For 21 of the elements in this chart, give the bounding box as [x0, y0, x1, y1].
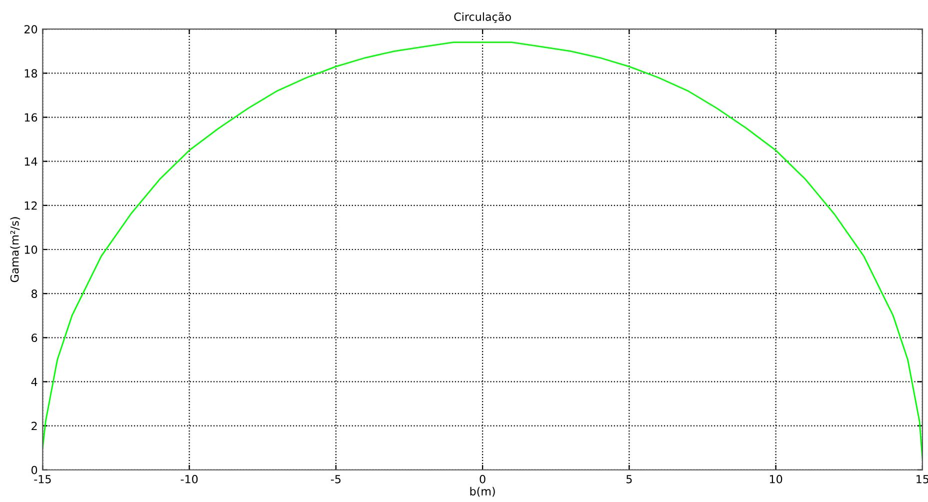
chart-title: Circulação	[454, 12, 511, 23]
y-tick-label: 14	[24, 157, 38, 166]
x-tick-label: 10	[770, 474, 782, 484]
y-tick-label: 6	[32, 334, 38, 342]
line-series	[42, 42, 922, 460]
y-tick-label: 10	[24, 245, 38, 254]
y-tick-label: 18	[24, 69, 38, 78]
y-tick-label: 2	[32, 422, 37, 430]
x-tick-label: 5	[626, 475, 632, 484]
x-tick-label: -15	[34, 475, 51, 484]
y-tick-label: 8	[32, 290, 38, 298]
x-tick-label: 0	[480, 474, 486, 484]
y-axis-title: Gama(m²/s)	[10, 217, 20, 282]
x-tick-label: -5	[330, 475, 341, 484]
x-axis-title: b(m)	[470, 486, 495, 497]
y-tick-label: 4	[31, 378, 38, 386]
y-tick-label: 20	[24, 25, 38, 34]
y-tick-label: 0	[31, 466, 38, 474]
y-tick-label: 12	[24, 201, 37, 210]
y-tick-label: 16	[24, 113, 38, 122]
x-tick-label: -10	[180, 474, 198, 484]
